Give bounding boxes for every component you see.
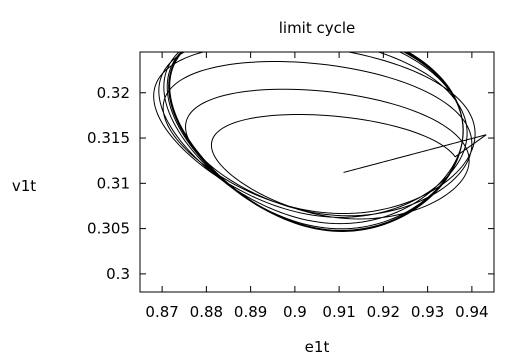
- y-tick-label: 0.3: [106, 265, 130, 283]
- plot-frame: [139, 51, 495, 293]
- trajectory-line: [153, 52, 487, 232]
- x-tick-label: 0.93: [411, 303, 444, 321]
- x-tick-label: 0.89: [234, 303, 267, 321]
- y-tick-label: 0.31: [97, 174, 130, 192]
- plot-area: [139, 51, 495, 293]
- y-tick-label: 0.32: [97, 84, 130, 102]
- y-tick-label: 0.305: [87, 220, 130, 238]
- y-tick-label: 0.315: [87, 129, 130, 147]
- x-tick-label: 0.94: [455, 303, 488, 321]
- x-axis-label: e1t: [305, 338, 330, 356]
- y-axis: 0.3 0.305 0.31 0.315 0.32: [87, 84, 494, 283]
- x-tick-label: 0.88: [190, 303, 223, 321]
- x-axis: 0.87 0.88 0.89 0.9 0.91 0.92 0.93 0.94: [145, 52, 489, 321]
- x-tick-label: 0.9: [283, 303, 307, 321]
- x-tick-label: 0.91: [322, 303, 355, 321]
- chart-title: limit cycle: [279, 19, 356, 37]
- y-axis-label: v1t: [12, 177, 36, 195]
- x-tick-label: 0.87: [145, 303, 178, 321]
- x-tick-label: 0.92: [367, 303, 400, 321]
